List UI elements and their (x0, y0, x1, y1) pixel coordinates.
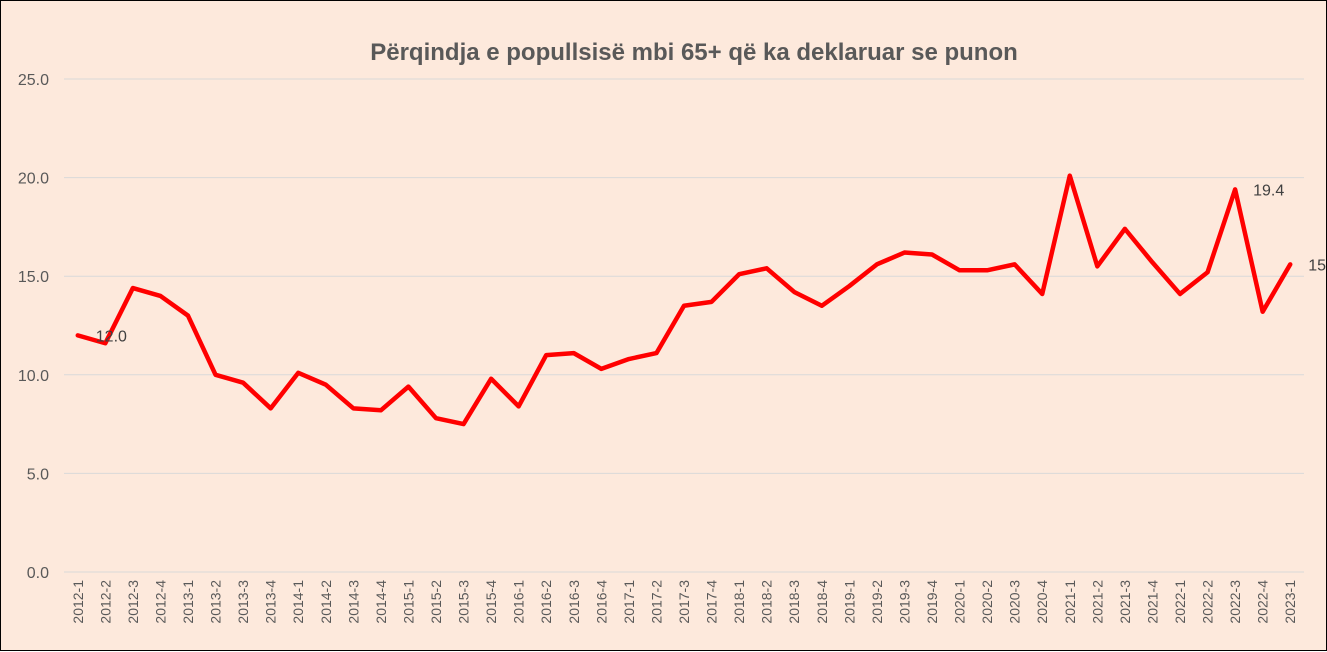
x-tick-label: 2014-1 (290, 580, 306, 624)
x-tick-label: 2017-3 (676, 580, 692, 624)
x-tick-label: 2021-3 (1117, 580, 1133, 624)
x-tick-label: 2019-2 (869, 580, 885, 624)
x-tick-label: 2015-2 (428, 580, 444, 624)
x-tick-label: 2016-2 (538, 580, 554, 624)
data-labels: 12.0 19.4 15.6 (96, 182, 1327, 345)
x-tick-label: 2012-3 (125, 580, 141, 624)
y-tick-label: 25.0 (18, 72, 49, 89)
x-tick-label: 2018-1 (731, 580, 747, 624)
x-tick-label: 2018-2 (759, 580, 775, 624)
x-tick-label: 2021-1 (1062, 580, 1078, 624)
gridlines (64, 78, 1304, 474)
x-tick-label: 2020-2 (979, 580, 995, 624)
x-tick-label: 2012-2 (97, 580, 113, 624)
x-tick-label: 2015-4 (483, 580, 499, 624)
y-tick-label: 5.0 (27, 466, 49, 483)
data-label: 15.6 (1308, 257, 1327, 274)
x-tick-label: 2013-2 (208, 580, 224, 624)
data-label: 12.0 (96, 328, 127, 345)
y-axis-ticks: 0.0 5.0 10.0 15.0 20.0 25.0 (18, 72, 49, 582)
x-tick-label: 2015-1 (400, 580, 416, 624)
x-tick-label: 2023-1 (1282, 580, 1298, 624)
x-tick-label: 2016-3 (566, 580, 582, 624)
x-tick-label: 2012-4 (152, 580, 168, 624)
x-tick-label: 2018-4 (814, 580, 830, 624)
x-tick-label: 2017-1 (621, 580, 637, 624)
x-tick-label: 2020-4 (1034, 580, 1050, 624)
y-tick-label: 0.0 (27, 565, 49, 582)
y-tick-label: 20.0 (18, 171, 49, 188)
x-tick-label: 2015-3 (456, 580, 472, 624)
x-tick-label: 2021-4 (1144, 580, 1160, 624)
y-tick-label: 10.0 (18, 368, 49, 385)
x-axis-ticks: 2012-1 2012-2 2012-3 2012-4 2013-1 2013-2 2013… (70, 580, 1298, 624)
x-tick-label: 2014-3 (345, 580, 361, 624)
x-tick-label: 2019-3 (896, 580, 912, 624)
series-line (75, 173, 1293, 427)
x-tick-label: 2019-4 (924, 580, 940, 624)
x-tick-label: 2014-4 (373, 580, 389, 624)
x-tick-label: 2020-3 (1007, 580, 1023, 624)
x-tick-label: 2022-4 (1255, 580, 1271, 624)
x-tick-label: 2022-2 (1200, 580, 1216, 624)
x-tick-label: 2020-1 (952, 580, 968, 624)
x-tick-label: 2021-2 (1089, 580, 1105, 624)
x-tick-label: 2017-2 (648, 580, 664, 624)
x-tick-label: 2014-2 (318, 580, 334, 624)
x-tick-label: 2013-3 (235, 580, 251, 624)
x-tick-label: 2022-3 (1227, 580, 1243, 624)
x-tick-label: 2017-4 (704, 580, 720, 624)
x-tick-label: 2016-1 (511, 580, 527, 624)
x-tick-label: 2019-1 (841, 580, 857, 624)
x-tick-label: 2013-1 (180, 580, 196, 624)
x-tick-label: 2018-3 (786, 580, 802, 624)
x-tick-label: 2013-4 (263, 580, 279, 624)
x-tick-label: 2022-1 (1172, 580, 1188, 624)
chart-title: Përqindja e popullsisë mbi 65+ që ka dek… (370, 39, 1018, 66)
x-tick-label: 2012-1 (70, 580, 86, 624)
y-tick-label: 15.0 (18, 269, 49, 286)
x-tick-label: 2016-4 (593, 580, 609, 624)
data-label: 19.4 (1253, 182, 1284, 199)
